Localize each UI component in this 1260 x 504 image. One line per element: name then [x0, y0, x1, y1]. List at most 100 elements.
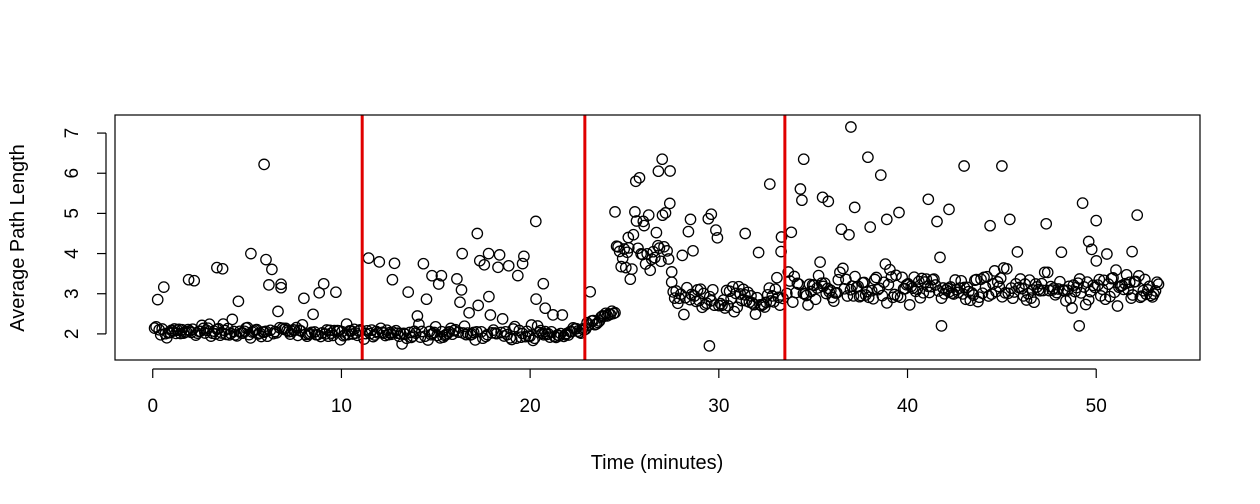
data-point	[906, 282, 919, 294]
data-point	[848, 201, 861, 214]
data-point	[1073, 320, 1086, 332]
data-point	[1052, 283, 1065, 295]
data-point	[1006, 292, 1019, 305]
data-point	[527, 334, 539, 347]
data-point	[644, 264, 657, 277]
data-point	[893, 206, 905, 219]
data-point	[626, 263, 638, 275]
data-point	[890, 269, 902, 282]
data-point	[814, 256, 826, 268]
data-point	[275, 278, 287, 291]
data-point	[642, 209, 655, 221]
data-point	[797, 153, 810, 166]
data-point	[659, 207, 672, 219]
data-point	[469, 334, 482, 346]
data-point	[182, 273, 195, 286]
data-point	[837, 262, 849, 275]
data-point	[473, 254, 486, 267]
data-point	[780, 287, 793, 300]
data-point	[928, 273, 940, 285]
data-point	[864, 221, 877, 233]
data-point	[794, 183, 807, 195]
data-point	[1038, 266, 1051, 279]
data-point	[1003, 213, 1016, 226]
data-point	[665, 266, 678, 278]
data-point	[937, 282, 949, 294]
data-point	[511, 269, 524, 282]
data-point	[1111, 300, 1124, 312]
plot-frame	[114, 114, 1201, 361]
data-point	[448, 324, 460, 337]
data-point	[1055, 246, 1068, 259]
data-point	[705, 208, 718, 221]
data-point	[417, 257, 430, 270]
data-point	[1000, 262, 1013, 275]
data-point	[1132, 270, 1145, 282]
data-point	[661, 245, 673, 257]
data-point	[544, 331, 556, 343]
data-point	[1082, 293, 1095, 306]
data-point	[266, 263, 278, 276]
data-point	[923, 286, 936, 299]
data-point	[648, 251, 661, 264]
x-tick-label: 20	[520, 396, 541, 417]
data-point	[373, 256, 386, 268]
data-point	[934, 251, 946, 264]
data-point	[1110, 264, 1122, 276]
data-point	[706, 283, 719, 296]
data-point	[882, 278, 895, 291]
data-point	[403, 326, 416, 339]
x-axis-title: Time (minutes)	[591, 452, 724, 474]
data-point	[710, 224, 722, 236]
data-point	[970, 273, 983, 286]
data-point	[553, 330, 566, 342]
data-point	[838, 282, 851, 295]
data-point	[796, 194, 808, 207]
data-point	[1123, 276, 1136, 289]
data-point	[472, 299, 485, 312]
data-point	[307, 308, 319, 321]
data-point	[460, 328, 472, 341]
y-axis: 2 3 4 5 6 7	[62, 128, 107, 339]
data-point	[478, 258, 491, 271]
data-point	[880, 213, 893, 226]
data-point	[556, 309, 569, 321]
data-point	[805, 285, 817, 298]
data-point	[996, 160, 1008, 172]
data-point	[362, 252, 375, 264]
data-point	[652, 165, 665, 178]
data-point	[413, 318, 425, 331]
data-point	[711, 231, 724, 244]
data-point	[1085, 243, 1098, 256]
data-point	[525, 319, 538, 331]
data-point	[622, 231, 635, 244]
data-point	[769, 283, 782, 296]
data-point	[216, 262, 229, 275]
data-point	[619, 261, 632, 274]
data-point	[458, 320, 471, 333]
data-point	[547, 309, 559, 321]
data-point	[298, 292, 310, 305]
data-point	[752, 246, 765, 259]
data-point	[258, 158, 270, 171]
data-point	[663, 197, 676, 210]
data-point	[1149, 285, 1162, 297]
data-point	[871, 283, 884, 296]
data-point	[653, 242, 666, 254]
x-tick-label: 50	[1086, 396, 1107, 417]
data-point	[435, 269, 448, 282]
data-point	[760, 296, 773, 309]
data-point	[981, 270, 993, 283]
data-point	[1066, 302, 1078, 314]
data-point	[655, 255, 667, 268]
data-point	[708, 299, 721, 312]
y-axis-title: Average Path Length	[7, 144, 29, 332]
data-point	[629, 206, 641, 218]
data-point	[471, 227, 484, 240]
data-point	[1129, 275, 1142, 288]
data-point	[757, 298, 770, 311]
data-point	[615, 260, 628, 273]
data-point	[1011, 246, 1024, 258]
data-point	[766, 290, 779, 302]
